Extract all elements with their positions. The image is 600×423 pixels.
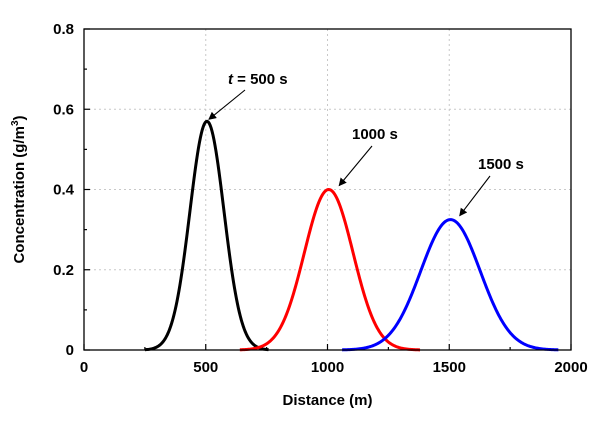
y-axis-title-close: ): [11, 115, 28, 120]
annotation-text: 1500 s: [478, 156, 524, 173]
annotation-text: = 500 s: [233, 71, 288, 88]
annotation-italic-symbol: t: [228, 71, 234, 88]
annotation-label: 1000 s: [352, 126, 398, 143]
axis-ticks: 0 500 1000 1500 2000 0 0.2 0.4 0.6 0.8: [53, 21, 588, 376]
y-tick-label: 0.4: [53, 182, 75, 199]
x-tick-label: 1500: [433, 359, 466, 376]
annotation-arrow: [459, 175, 491, 217]
series-line-1000s: [239, 188, 421, 352]
annotation-label: t = 500 s: [228, 71, 288, 88]
x-axis-title: Distance (m): [282, 392, 372, 409]
x-tick-label: 1000: [311, 359, 344, 376]
annotation-arrow: [338, 145, 373, 187]
series-line-1500s: [342, 218, 559, 352]
annotation-label: 1500 s: [478, 156, 524, 173]
x-tick-label: 0: [80, 359, 88, 376]
x-tick-label: 500: [193, 359, 218, 376]
annotation-arrow: [208, 89, 246, 120]
x-tick-label: 2000: [554, 359, 587, 376]
annotations: t = 500 s 1000 s 1500 s: [208, 71, 524, 217]
y-axis-title-main: Concentration (g/m: [11, 126, 28, 264]
y-tick-label: 0.2: [53, 262, 74, 279]
y-axis-title-superscript: 3: [10, 120, 21, 126]
y-tick-label: 0.8: [53, 21, 74, 38]
y-axis-title: Concentration (g/m3): [10, 115, 28, 263]
annotation-text: 1000 s: [352, 126, 398, 143]
series-curves: [144, 119, 559, 352]
series-line-500s: [144, 119, 269, 352]
y-tick-label: 0.6: [53, 101, 74, 118]
y-tick-label: 0: [66, 342, 74, 359]
